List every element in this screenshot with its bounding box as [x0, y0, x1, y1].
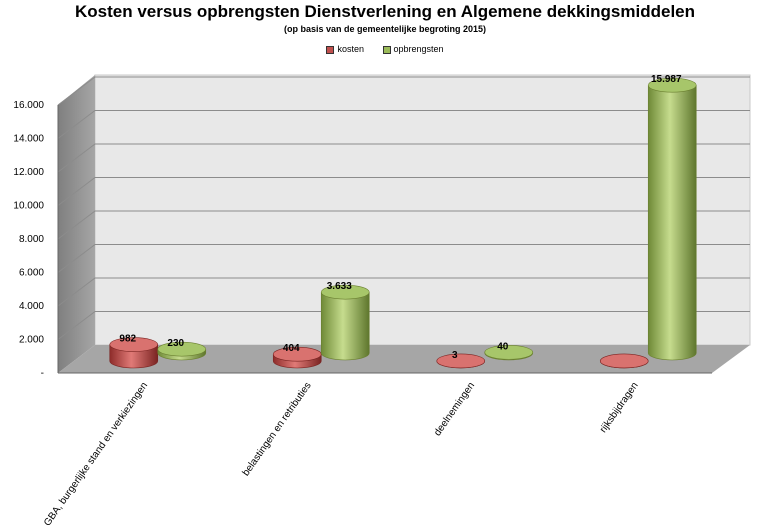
bar-kosten-2 [436, 353, 486, 369]
side-wall [58, 75, 95, 373]
floor [58, 345, 750, 373]
data-label: 40 [497, 341, 509, 352]
legend-label-opbrengsten: opbrengsten [393, 44, 444, 54]
bar-top [272, 346, 322, 362]
data-label: 3 [452, 350, 458, 361]
gridline [57, 244, 750, 273]
bar-opbrengsten-3 [647, 77, 697, 361]
legend-item-kosten: kosten [326, 44, 364, 54]
y-tick-label: 6.000 [19, 268, 44, 279]
bar-top [599, 353, 649, 369]
bar-top [484, 345, 534, 360]
gridline [57, 311, 750, 340]
gridline [57, 210, 750, 240]
data-label: 3.633 [327, 281, 352, 292]
y-tick-label: 10.000 [13, 201, 44, 212]
chart-subtitle: (op basis van de gemeentelijke begroting… [283, 24, 487, 34]
legend-item-opbrengsten: opbrengsten [382, 44, 444, 54]
gridline [57, 110, 750, 139]
bar-top [436, 353, 486, 369]
bar-opbrengsten-1 [320, 284, 370, 361]
y-tick-label: 2.000 [19, 335, 44, 346]
x-tick-label: deelnemingen [432, 380, 477, 438]
y-tick-label: 14.000 [13, 134, 44, 145]
bar-kosten-1 [272, 346, 322, 369]
legend: kosten opbrengsten [0, 44, 770, 54]
data-label: 15.987 [651, 74, 682, 85]
y-tick-label: 12.000 [13, 167, 44, 178]
legend-swatch-opbrengsten [382, 45, 391, 54]
gridline [57, 76, 750, 106]
y-tick-label: 16.000 [13, 100, 44, 111]
gridline [57, 177, 750, 206]
bar-kosten-3 [599, 353, 649, 369]
y-tick-label: 8.000 [19, 234, 44, 245]
x-tick-label: rijksbijdragen [598, 380, 641, 435]
bar-top [157, 341, 207, 357]
y-tick-label: - [41, 368, 44, 379]
data-label: 404 [283, 343, 300, 354]
gridline [57, 277, 750, 307]
bar-opbrengsten-2 [484, 345, 534, 361]
x-tick-label: GBA, burgerlijke stand en verkiezingen [42, 380, 150, 528]
bar-kosten-0 [109, 337, 159, 369]
bar-top [647, 77, 697, 93]
legend-swatch-kosten [326, 45, 335, 54]
data-label: 230 [167, 338, 184, 349]
bar-top [320, 284, 370, 300]
chart-title: Kosten versus opbrengsten Dienstverlenin… [74, 2, 696, 21]
gridline [57, 143, 750, 173]
bar-top [109, 337, 159, 352]
bar-opbrengsten-0 [157, 341, 207, 361]
x-tick-label: belastingen en retributies [241, 380, 314, 478]
data-label: 982 [119, 334, 136, 345]
legend-label-kosten: kosten [337, 44, 364, 54]
bar-body [320, 291, 370, 361]
y-tick-label: 4.000 [19, 301, 44, 312]
bar-body [647, 84, 697, 361]
